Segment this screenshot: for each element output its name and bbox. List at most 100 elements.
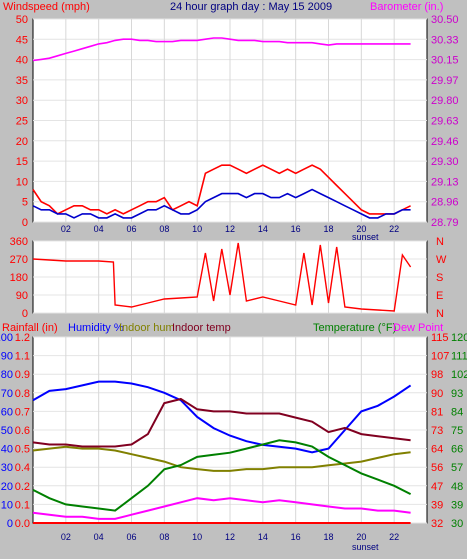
direction-tick-label: 90 [16,290,28,302]
temp-right-tick-label: 75 [451,425,463,437]
temp-right-tick-label: 111 [451,351,467,363]
humidity-tick-label: 40 [1,444,13,456]
compass-label: W [436,254,447,266]
climate-hour-label: 20 [356,532,366,542]
humidity-tick-label: 90 [1,351,13,363]
temp-left-tick-label: 115 [431,332,449,344]
rain-tick-label: 0.0 [15,518,30,530]
wind-hour-label: 08 [159,224,169,234]
climate-hour-label: 02 [61,532,71,542]
temperature-line [32,439,412,512]
wind-tick-label: 45 [16,34,28,46]
wind-hour-label: 04 [94,224,104,234]
wind-tick-label: 15 [16,156,28,168]
humidity-tick-label: 100 [0,332,13,344]
barometer-tick-label: 29.97 [431,75,459,87]
barometer-tick-label: 29.13 [431,176,459,188]
wind-gust-line [32,164,411,215]
wind-tick-label: 10 [16,176,28,188]
humidity-tick-label: 80 [1,369,13,381]
humidity-tick-label: 0 [7,518,13,530]
direction-series [32,242,412,312]
sunset-label-3: sunset [352,542,379,552]
barometer-tick-label: 30.50 [431,14,459,26]
humidity-axis: 0 10 20 30 40 50 60 70 80 90 100 [0,332,13,530]
temp-left-tick-label: 56 [431,462,443,474]
barometer-tick-label: 30.33 [431,34,459,46]
temp-right-axis: 30 39 48 57 66 75 84 93 102 111 120 [451,332,467,530]
barometer-tick-label: 29.63 [431,116,459,128]
wind-average-line [32,188,411,219]
barometer-tick-label: 28.79 [431,217,459,229]
compass-label: S [436,272,443,284]
rain-tick-label: 0.4 [15,462,30,474]
direction-tick-label: 180 [10,272,28,284]
barometer-tick-label: 29.80 [431,95,459,107]
temp-right-tick-label: 57 [451,462,463,474]
barometer-tick-label: 29.30 [431,156,459,168]
wind-direction-line [32,242,412,312]
temp-left-tick-label: 47 [431,481,443,493]
temp-right-tick-label: 48 [451,481,463,493]
wind-tick-label: 5 [22,197,28,209]
barometer-axis-title: Barometer (in.) [370,1,443,13]
wind-hour-label: 20 [356,224,366,234]
wind-tick-label: 30 [16,95,28,107]
temp-left-tick-label: 73 [431,425,443,437]
wind-hour-label: 12 [225,224,235,234]
temp-right-tick-label: 93 [451,388,463,400]
direction-tick-label: 270 [10,254,28,266]
climate-grid [33,336,427,524]
rain-tick-label: 0.8 [15,388,30,400]
rain-tick-label: 1.2 [15,332,30,344]
temp-right-tick-label: 102 [451,369,467,381]
climate-hour-label: 12 [225,532,235,542]
rain-tick-label: 0.7 [15,406,30,418]
rain-axis: 0.0 0.1 0.2 0.4 0.5 0.6 0.7 0.8 0.9 1.1 1.2 [15,332,30,530]
humidity-tick-label: 20 [1,481,13,493]
temp-right-tick-label: 84 [451,406,463,418]
rain-tick-label: 0.5 [15,444,30,456]
windspeed-axis-title: Windspeed (mph) [3,1,90,13]
climate-hour-label: 06 [126,532,136,542]
wind-hour-label: 14 [258,224,268,234]
temp-left-tick-label: 98 [431,369,443,381]
sunset-label-1: sunset [352,232,379,242]
wind-hour-label: 10 [192,224,202,234]
indoor-hum-label: Indoor hum [119,322,175,334]
humidity-tick-label: 70 [1,388,13,400]
temp-left-tick-label: 107 [431,351,449,363]
chart-title: 24 hour graph day : May 15 2009 [170,1,332,13]
temp-left-tick-label: 64 [431,444,443,456]
rain-tick-label: 0.1 [15,499,30,511]
rain-tick-label: 0.6 [15,425,30,437]
barometer-line [32,37,411,62]
rain-tick-label: 0.2 [15,481,30,493]
wind-hour-label: 18 [323,224,333,234]
temp-left-tick-label: 81 [431,406,443,418]
temp-right-tick-label: 39 [451,499,463,511]
dew-point-line [32,497,411,520]
wind-hour-label: 06 [126,224,136,234]
climate-hour-label: 08 [159,532,169,542]
compass-label: E [436,290,443,302]
direction-grid [33,240,427,314]
climate-hour-label: 16 [291,532,301,542]
barometer-right-axis: 28.79 28.96 29.13 29.30 29.46 29.63 29.80 29.97… [431,14,459,229]
compass-label: N [436,308,444,320]
indoor-humidity-line [32,445,411,472]
wind-tick-label: 25 [16,116,28,128]
rainfall-label: Rainfall (in) [2,322,58,334]
compass-label: N [436,236,444,248]
wind-tick-label: 20 [16,136,28,148]
wind-left-axis: 0 5 10 15 20 25 30 35 40 45 50 [16,14,28,229]
wind-hour-labels: 02 04 06 08 10 12 14 16 18 20 22 [61,224,399,234]
wind-hour-label: 22 [389,224,399,234]
rain-tick-label: 0.9 [15,369,30,381]
climate-hour-labels: 02 04 06 08 10 12 14 16 18 20 22 [61,532,399,542]
wind-hour-label: 16 [291,224,301,234]
wind-tick-label: 50 [16,14,28,26]
humidity-tick-label: 50 [1,425,13,437]
